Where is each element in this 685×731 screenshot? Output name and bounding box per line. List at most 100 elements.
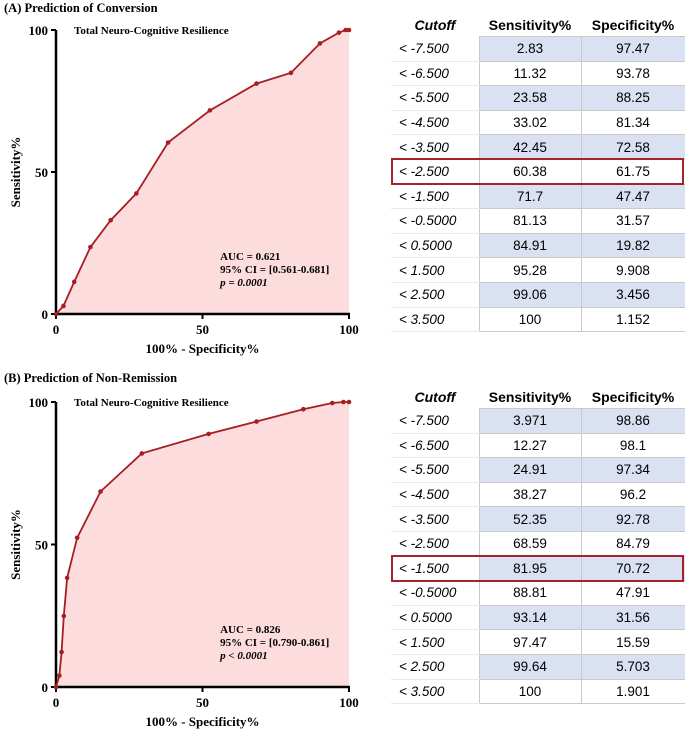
roc-point [108,217,113,223]
roc-point [139,451,145,456]
auc-area [56,30,349,314]
cutoff-cell: < -1.500 [391,184,479,210]
cutoff-table-non-remission: Cutoff Sensitivity% Specificity% < -7.500 3.… [391,385,685,705]
x-axis-label: 100% - Specificity% [145,341,259,356]
cutoff-cell: < -7.500 [391,36,479,62]
y-tick-label: 0 [42,680,49,695]
cutoff-cell: < 2.500 [391,654,479,680]
sensitivity-cell: 88.81 [478,580,582,606]
auc-annotation: AUC = 0.621 [220,251,280,263]
auc-area [56,402,349,687]
roc-point [74,535,80,541]
specificity-cell: 88.25 [580,85,685,111]
sensitivity-cell: 11.32 [478,60,582,87]
cutoff-cell: < 1.500 [391,629,479,655]
roc-point [329,400,335,406]
roc-point [346,399,352,405]
roc-point [346,27,352,33]
specificity-cell: 97.34 [580,457,685,483]
sensitivity-cell: 68.59 [478,530,582,557]
sensitivity-cell: 100 [478,678,582,705]
table-row: < 2.500 99.06 3.456 [391,281,685,308]
sensitivity-cell: 71.7 [478,183,582,210]
y-axis-label: Sensitivity% [8,509,23,580]
specificity-cell: 47.91 [580,580,685,606]
roc-point [165,140,171,145]
table-row: < -2.500 60.38 61.75 [391,158,685,185]
sensitivity-cell: 24.91 [478,457,582,483]
roc-point [53,684,59,690]
table-header-row: Cutoff Sensitivity% Specificity% [391,13,685,37]
sensitivity-cell: 99.06 [478,281,582,308]
sensitivity-cell: 84.91 [478,232,582,259]
specificity-cell: 47.47 [580,183,685,210]
specificity-cell: 1.901 [580,678,685,705]
x-tick-label: 0 [53,695,60,710]
roc-point [336,30,342,35]
y-tick-label: 100 [29,395,49,410]
table-row: < -6.500 12.27 98.1 [391,432,685,459]
cutoff-cell: < -6.500 [391,433,479,459]
highlight-box-non-remission [391,555,684,582]
cutoff-cell: < 3.500 [391,679,479,705]
x-axis-label: 100% - Specificity% [145,714,259,729]
sensitivity-cell: 93.14 [478,604,582,631]
x-tick-label: 100 [339,695,359,710]
roc-point [288,70,294,76]
cutoff-cell: < -6.500 [391,61,479,87]
cutoff-table-conversion: Cutoff Sensitivity% Specificity% < -7.500 2.… [391,13,685,333]
specificity-cell: 31.57 [580,208,685,234]
specificity-cell: 92.78 [580,506,685,532]
specificity-cell: 84.79 [580,530,685,557]
table-row: < -2.500 68.59 84.79 [391,530,685,557]
table-row: < -7.500 3.971 98.86 [391,408,685,434]
cutoff-cell: < 0.5000 [391,233,479,259]
auc-annotation: AUC = 0.826 [220,624,281,636]
roc-point [64,575,70,581]
sensitivity-cell: 42.45 [478,134,582,160]
roc-point [207,108,213,113]
chart-title: Total Neuro-Cognitive Resilience [74,397,229,409]
panel-label-a: (A) Prediction of Conversion [4,1,158,15]
y-tick-label: 50 [35,165,48,180]
y-tick-label: 50 [35,538,48,553]
roc-chart-conversion: 0 50 100 0 50 100 Total Neuro-Cognitive Resili… [8,23,359,356]
specificity-cell: 15.59 [580,629,685,655]
cutoff-cell: < 2.500 [391,282,479,308]
cutoff-cell: < -1.500 [391,556,479,582]
sensitivity-cell: 81.13 [478,208,582,234]
table-row: < 1.500 97.47 15.59 [391,629,685,655]
table-row: < -5.500 24.91 97.34 [391,457,685,483]
table-row: < 1.500 95.28 9.908 [391,257,685,283]
sensitivity-cell: 38.27 [478,481,582,508]
table-header-row: Cutoff Sensitivity% Specificity% [391,385,685,409]
roc-point [61,613,67,619]
cutoff-cell: < -7.500 [391,408,479,434]
y-tick-label: 0 [42,307,49,322]
roc-point [53,311,59,317]
roc-curve [55,401,349,688]
specificity-cell: 93.78 [580,60,685,87]
roc-point [254,419,259,424]
roc-point [301,406,306,412]
x-tick-label: 50 [196,322,209,337]
cutoff-cell: < -3.500 [391,506,479,532]
sensitivity-cell: 12.27 [478,432,582,459]
sensitivity-cell: 99.64 [478,653,582,680]
sensitivity-cell: 52.35 [478,506,582,532]
x-tick-label: 100 [339,322,359,337]
table-row: < 2.500 99.64 5.703 [391,653,685,680]
y-tick-label: 100 [29,23,49,38]
table-row: < -3.500 42.45 72.58 [391,134,685,160]
column-header: Specificity% [591,16,675,33]
cutoff-cell: < -2.500 [391,159,479,185]
table-row: < -4.500 33.02 81.34 [391,109,685,136]
specificity-cell: 72.58 [580,134,685,160]
column-header: Cutoff [414,388,456,405]
roc-point [343,27,348,33]
ci-annotation: 95% CI = [0.790-0.861] [220,637,329,649]
y-axis-label: Sensitivity% [8,137,23,208]
specificity-cell: 1.152 [580,306,685,333]
ci-annotation: 95% CI = [0.561-0.681] [220,264,329,276]
specificity-cell: 98.86 [580,408,685,434]
